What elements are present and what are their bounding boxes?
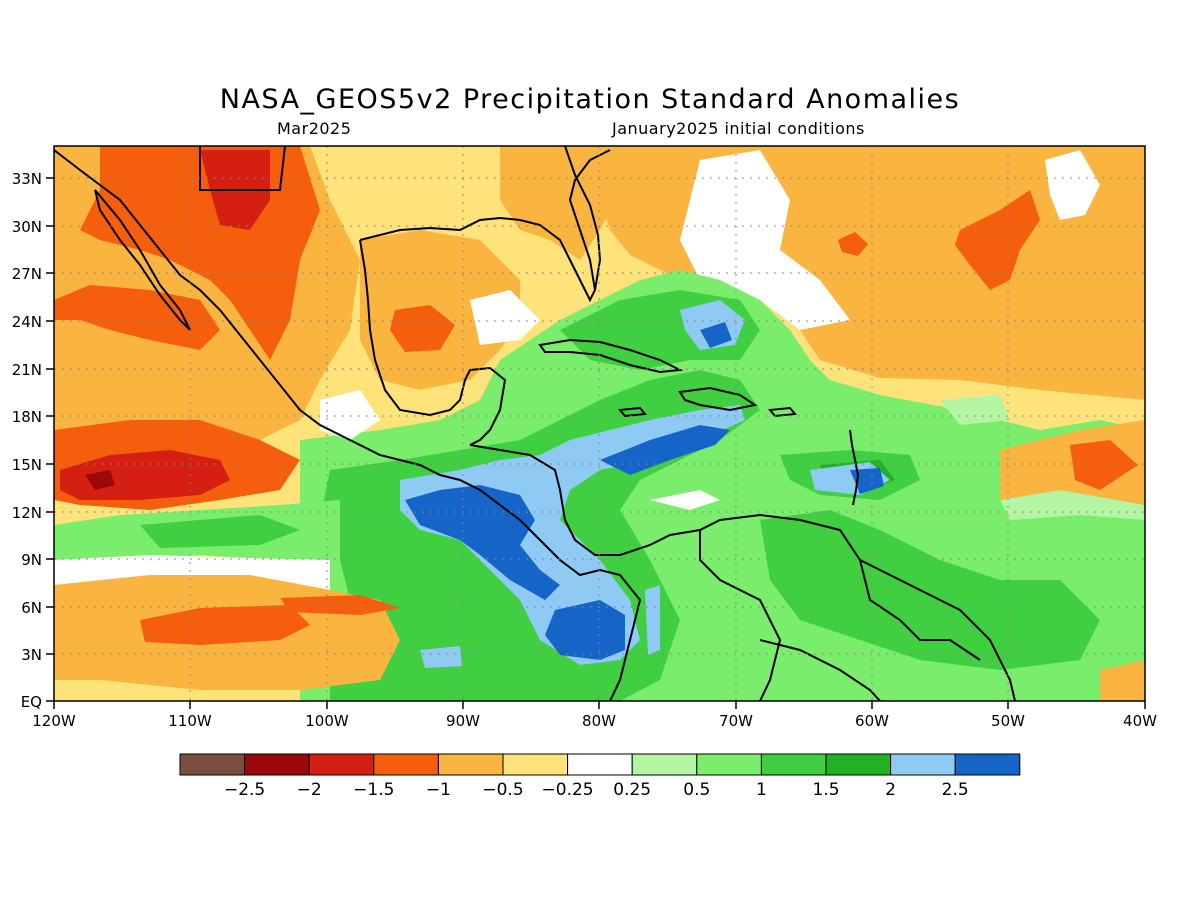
florida	[564, 146, 602, 291]
colorbar-label: 0.25	[613, 780, 651, 800]
colorbar-swatch	[308, 753, 375, 776]
gridlines	[54, 146, 1145, 701]
colombia-wet-spot	[645, 585, 660, 655]
colorbar-label: −0.5	[482, 780, 523, 800]
colorbar-label: −2	[297, 780, 322, 800]
colorbar-label: 1.5	[812, 780, 839, 800]
axis-ticks	[46, 177, 1146, 709]
lon-label: 120W	[32, 712, 76, 730]
colorbar-label: 0.5	[683, 780, 710, 800]
lat-label: 6N	[21, 599, 42, 617]
pacific-neutral-band	[54, 555, 330, 590]
baja-peninsula	[94, 189, 191, 331]
central-america-extreme-1	[405, 485, 560, 600]
lat-label: 30N	[12, 218, 42, 236]
colorbar-swatch	[437, 753, 504, 776]
lesser-antilles	[849, 429, 860, 506]
coastlines	[54, 146, 1016, 701]
east-atlantic-dry-core	[1070, 440, 1138, 490]
baja-dry	[54, 285, 220, 350]
colorbar: −2.5 −2 −1.5 −1 −0.5 −0.25 0.25 0.5 1 1.5 2 2.5	[179, 753, 1021, 800]
colorbar-swatch	[696, 753, 762, 776]
colorbar-swatch	[954, 753, 1021, 776]
lat-label: 24N	[12, 313, 42, 331]
mexico-pacific-coast	[54, 149, 642, 701]
southeast-corner-dry	[1100, 660, 1145, 701]
central-america-extreme-2	[545, 600, 625, 660]
colorbar-swatch	[179, 753, 246, 776]
colorbar-swatch	[825, 753, 892, 776]
lat-label: 12N	[12, 504, 42, 522]
east-pacific-neutral	[320, 390, 380, 440]
southern-pacific-dry-core	[140, 605, 310, 645]
colorbar-swatch	[502, 753, 569, 776]
bahamas-extreme	[700, 322, 732, 348]
venezuela-interior	[699, 530, 782, 701]
lat-label: 18N	[12, 408, 42, 426]
lon-label: 60W	[855, 712, 889, 730]
colorbar-label: 1	[756, 780, 767, 800]
itcz-wet-core	[140, 515, 300, 548]
lon-label: 80W	[582, 712, 616, 730]
longitude-labels: 120W 110W 100W 90W 80W 70W 60W 50W 40W	[32, 712, 1157, 730]
anomaly-field	[54, 146, 1145, 701]
lon-label: 50W	[991, 712, 1025, 730]
jamaica	[618, 406, 647, 418]
lat-label: 3N	[21, 646, 42, 664]
mexico-gulf-coast	[359, 239, 507, 446]
lon-label: 40W	[1123, 712, 1157, 730]
pacific-dry-spot	[280, 595, 400, 615]
atlantic-dry-core-1	[955, 190, 1040, 290]
map-title: NASA_GEOS5v2 Precipitation Standard Anom…	[219, 84, 961, 115]
lat-label: 21N	[12, 361, 42, 379]
lon-label: 100W	[305, 712, 349, 730]
colorbar-swatch	[567, 753, 633, 776]
atlantic-dry-core-2	[838, 232, 868, 256]
colorbar-swatch	[373, 753, 439, 776]
east-atlantic-fringe	[940, 395, 1010, 425]
lat-label: 15N	[12, 456, 42, 474]
south-america-wet	[760, 510, 1100, 670]
initial-conditions-label: January2025 initial conditions	[612, 119, 865, 138]
lat-label: EQ	[21, 693, 42, 711]
colorbar-swatch	[244, 753, 310, 776]
colorbar-swatch	[760, 753, 827, 776]
south-america-interior	[759, 639, 881, 701]
lon-label: 90W	[446, 712, 480, 730]
colorbar-label: 2	[885, 780, 896, 800]
lat-label: 9N	[21, 551, 42, 569]
hispaniola	[678, 386, 758, 412]
guiana-borders	[859, 559, 981, 661]
lon-label: 110W	[168, 712, 212, 730]
pacific-wet-spot-3	[420, 646, 462, 668]
colorbar-label: −2.5	[224, 780, 265, 800]
colorbar-swatch	[631, 753, 698, 776]
caribbean-extreme	[600, 425, 730, 475]
atlantic-neutral-1	[1045, 150, 1100, 220]
pacific-band-darkred	[85, 470, 115, 490]
puerto-rico	[768, 406, 797, 418]
gulf-coast	[359, 149, 611, 303]
caribbean-neutral	[650, 490, 720, 510]
gulf-neutral	[470, 290, 540, 345]
colorbar-label: −1.5	[353, 780, 394, 800]
colorbar-label: −0.25	[542, 780, 594, 800]
lat-label: 27N	[12, 265, 42, 283]
latitude-labels: 33N 30N 27N 24N 21N 18N 15N 12N 9N 6N 3N…	[12, 170, 42, 711]
colorbar-label: 2.5	[942, 780, 969, 800]
us-border	[199, 146, 286, 191]
forecast-month: Mar2025	[277, 119, 352, 138]
lat-label: 33N	[12, 170, 42, 188]
lon-label: 70W	[719, 712, 753, 730]
gulf-dry-core	[390, 305, 455, 352]
gulf-dry-region	[360, 230, 520, 390]
colorbar-swatch	[890, 753, 956, 776]
colorbar-label: −1	[426, 780, 451, 800]
cuba	[538, 338, 684, 374]
